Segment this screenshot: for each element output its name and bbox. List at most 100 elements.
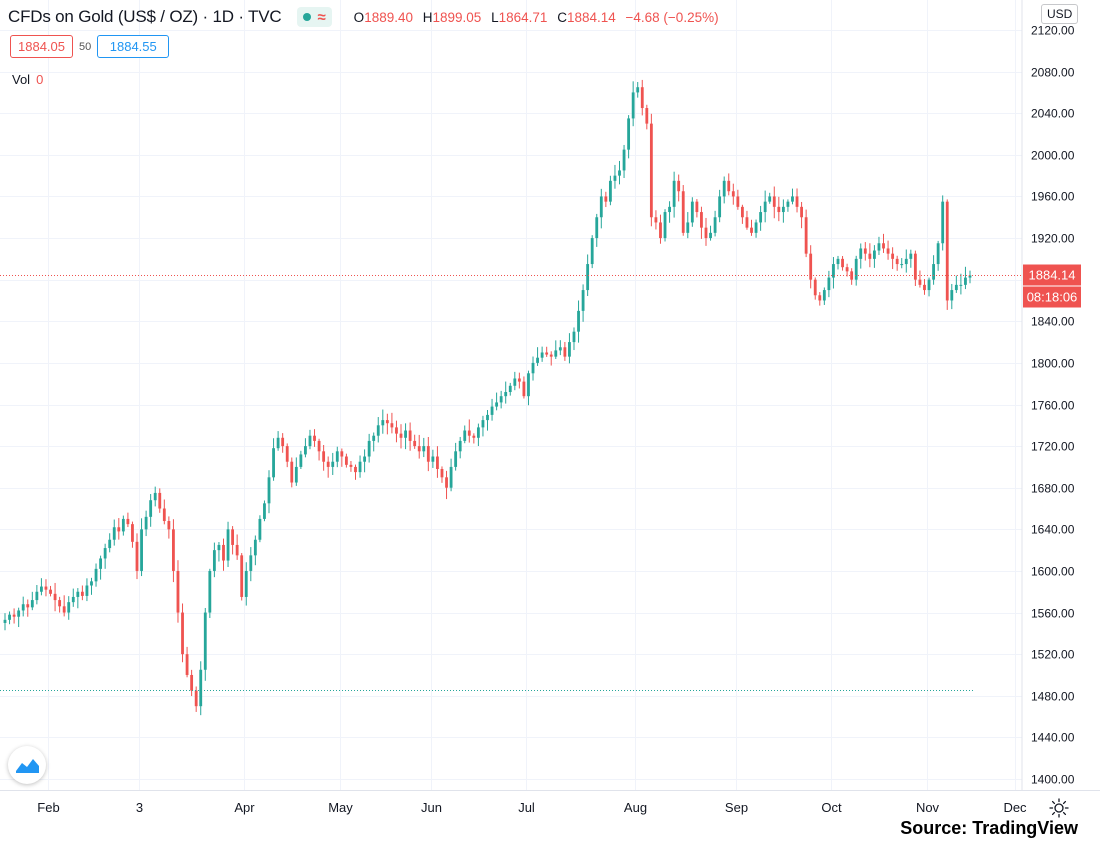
candle-body [121, 518, 125, 532]
candle-body [335, 451, 339, 462]
candle-body [745, 217, 749, 228]
candle-body [618, 170, 621, 176]
price-tick-label: 1800.00 [1031, 357, 1075, 371]
time-tick-label: Dec [1003, 800, 1027, 815]
candle-body [950, 290, 954, 301]
candle-body [913, 253, 917, 280]
candle-body [240, 555, 244, 597]
candle-body [49, 589, 52, 594]
close-value: 1884.14 [566, 9, 616, 25]
candle-body [112, 527, 116, 540]
candle-body [35, 591, 39, 601]
symbol-title[interactable]: CFDs on Gold (US$ / OZ) · 1D · TVC [8, 7, 282, 26]
candle-body [631, 92, 635, 119]
candle-body [891, 253, 895, 259]
candle-body [513, 378, 517, 386]
market-status-badge[interactable]: ≈ [297, 7, 332, 27]
candle-body [636, 87, 640, 93]
candle-body [326, 461, 330, 467]
currency-button[interactable]: USD [1041, 4, 1079, 24]
candle-body [727, 180, 731, 192]
price-tick-label: 1760.00 [1031, 399, 1075, 413]
candle-body [586, 264, 590, 291]
chart-grid [0, 0, 1022, 790]
volume-value: 0 [36, 72, 44, 87]
price-tick-label: 1600.00 [1031, 565, 1075, 579]
price-tick-label: 2040.00 [1031, 107, 1075, 121]
candle-body [613, 175, 617, 181]
candle-body [927, 279, 931, 291]
sell-button[interactable]: 1884.05 [10, 35, 73, 58]
candle-body [854, 258, 858, 280]
candle-body [185, 654, 189, 675]
candle-body [117, 527, 121, 532]
candle-body [158, 492, 162, 509]
time-tick-label: Oct [821, 800, 842, 815]
candle-body [545, 352, 549, 355]
candle-body [781, 206, 785, 213]
candle-body [850, 271, 854, 280]
candle-body [226, 529, 230, 561]
candle-body [162, 508, 166, 522]
time-axis[interactable]: Feb 3 Apr May Jun Jul Aug Sep Oct Nov Dec [0, 790, 1100, 816]
candle-body [436, 456, 439, 469]
candle-body [740, 206, 744, 218]
candle-body [690, 201, 694, 223]
candle-body [736, 196, 740, 207]
candle-body [531, 362, 535, 374]
candle-body [668, 206, 671, 213]
candle-body [458, 440, 462, 452]
candle-body [340, 451, 344, 457]
candle-body [945, 201, 949, 301]
price-tick-label: 1840.00 [1031, 315, 1075, 329]
candle-body [135, 541, 139, 571]
candle-body [791, 196, 794, 202]
candle-body [713, 217, 717, 233]
candle-body [431, 456, 435, 462]
candle-body [30, 600, 34, 608]
price-tick-label: 1480.00 [1031, 690, 1075, 704]
candle-body [718, 196, 722, 218]
buy-button[interactable]: 1884.55 [97, 35, 170, 58]
candle-body [872, 250, 876, 259]
candle-body [590, 238, 594, 265]
candle-body [26, 604, 30, 608]
price-axis[interactable]: 2120.00 2080.00 2040.00 2000.00 1960.00 1920.… [1021, 0, 1075, 790]
candle-body [622, 149, 626, 171]
candle-body [504, 392, 508, 397]
candle-body [399, 433, 403, 438]
price-tick-label: 1680.00 [1031, 482, 1075, 496]
candle-body [249, 555, 253, 571]
candle-body [832, 264, 835, 278]
candle-body [563, 347, 567, 357]
time-tick-label: Jun [421, 800, 442, 815]
price-tick-label: 2080.00 [1031, 66, 1075, 80]
open-label: O [353, 9, 365, 25]
sun-settings-icon[interactable] [1049, 798, 1069, 818]
candle-body [281, 437, 285, 447]
candle-body [103, 548, 107, 559]
candle-body [882, 243, 885, 249]
candle-body [349, 464, 353, 467]
candle-body [58, 600, 62, 607]
candle-body [836, 258, 840, 265]
candle-body [17, 610, 21, 617]
candle-body [21, 604, 25, 611]
candle-body [53, 593, 57, 601]
tradingview-logo-icon[interactable] [8, 746, 46, 784]
candle-body [704, 227, 708, 239]
candle-body [754, 222, 758, 233]
candle-body [331, 461, 335, 467]
candle-body [827, 277, 831, 291]
candle-body [627, 118, 631, 150]
candle-body [67, 602, 71, 613]
candle-body [904, 258, 908, 265]
candle-body [322, 451, 326, 462]
low-value: 1864.71 [498, 9, 548, 25]
candle-body [763, 201, 767, 213]
candle-body [467, 430, 471, 436]
candle-body [918, 279, 922, 285]
candle-body [99, 558, 103, 569]
candle-body [959, 284, 963, 286]
